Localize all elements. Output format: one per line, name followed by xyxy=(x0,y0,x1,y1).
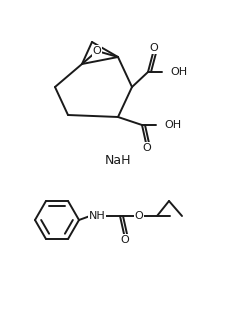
Text: O: O xyxy=(134,211,143,221)
Text: O: O xyxy=(120,235,130,245)
Text: O: O xyxy=(92,46,102,56)
Text: O: O xyxy=(150,43,158,53)
Text: O: O xyxy=(142,143,152,153)
Text: OH: OH xyxy=(164,120,181,130)
Text: NH: NH xyxy=(88,211,106,221)
Text: NaH: NaH xyxy=(105,153,131,166)
Text: OH: OH xyxy=(170,67,187,77)
